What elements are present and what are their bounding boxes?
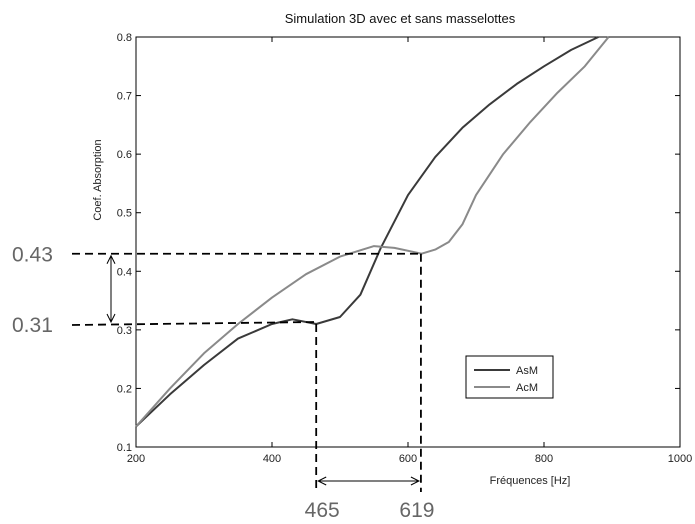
x-tick-label-1: 400 [263,453,281,465]
annotation-x-619: 619 [399,499,434,522]
y-tick-label-1: 0.2 [117,383,132,395]
x-axis: 200 400 600 800 1000 [127,37,692,465]
plot-frame [135,36,681,448]
arrow-head-down [106,313,116,324]
arrow-head-left [317,476,327,486]
legend-box [465,355,554,399]
x-tick-label-3: 800 [535,453,553,465]
y-tick-label-4: 0.5 [117,208,132,220]
x-tick-label-2: 600 [399,453,417,465]
series-line-asm [135,36,599,428]
legend: AsM AcM [465,355,554,399]
y-tick-label-3: 0.4 [117,266,132,278]
annotations-group: 0.43 0.31 465 619 [12,244,434,522]
arrow-head-right [410,476,421,486]
x-axis-label: Fréquences [Hz] [490,475,571,487]
series-group [135,36,610,428]
legend-label-asm: AsM [516,365,538,377]
annotation-y-031: 0.31 [12,314,53,337]
x-tick-label-4: 1000 [668,453,692,465]
y-tick-label-7: 0.8 [117,32,132,44]
y-tick-label-2: 0.3 [117,325,132,337]
arrow-head-up [106,254,116,264]
y-tick-label-5: 0.6 [117,149,132,161]
y-tick-label-6: 0.7 [117,91,132,103]
guide-line-031 [71,321,317,326]
series-line-acm [135,36,610,428]
annotation-x-465: 465 [305,499,340,522]
y-axis: 0.1 0.2 0.3 0.4 0.5 0.6 0.7 0.8 [117,32,680,454]
y-tick-label-0: 0.1 [117,442,132,454]
annotation-y-043: 0.43 [12,244,53,267]
x-tick-label-0: 200 [127,453,145,465]
chart-title: Simulation 3D avec et sans masselottes [285,11,516,26]
legend-label-acm: AcM [516,382,538,394]
y-axis-label: Coef. Absorption [92,139,104,220]
